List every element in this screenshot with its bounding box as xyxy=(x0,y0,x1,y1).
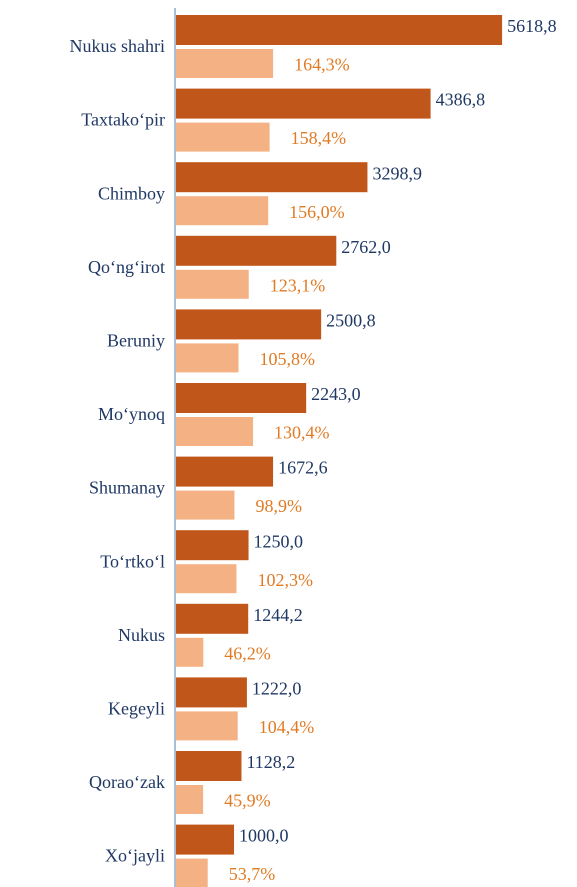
value-bar xyxy=(176,677,247,708)
data-label: 2762,0 xyxy=(341,237,391,257)
data-label: 105,8% xyxy=(260,349,316,369)
percent-bar xyxy=(176,122,270,152)
percent-bar xyxy=(176,564,237,594)
data-label: 46,2% xyxy=(224,643,270,663)
data-label: 2243,0 xyxy=(311,384,361,404)
value-bar xyxy=(176,456,274,487)
category-label: Qo‘ng‘irot xyxy=(88,257,165,277)
value-bar xyxy=(176,603,249,634)
data-label: 1244,2 xyxy=(253,605,303,625)
data-label: 104,4% xyxy=(259,717,315,737)
data-label: 102,3% xyxy=(257,570,313,590)
value-bar xyxy=(176,383,307,413)
data-label: 158,4% xyxy=(291,128,347,148)
data-label: 4386,8 xyxy=(436,90,486,110)
data-label: 130,4% xyxy=(274,423,330,443)
category-label: Chimboy xyxy=(98,183,165,203)
data-label: 1672,6 xyxy=(278,458,328,478)
category-label: Qorao‘zak xyxy=(89,772,165,792)
data-label: 156,0% xyxy=(289,202,345,222)
data-label: 45,9% xyxy=(224,791,271,811)
percent-bar xyxy=(176,343,239,373)
percent-bar xyxy=(176,858,208,887)
category-label: Nukus shahri xyxy=(70,36,166,56)
category-label: Xo‘jayli xyxy=(105,846,165,866)
category-label: Beruniy xyxy=(107,331,165,351)
percent-bar xyxy=(176,196,269,226)
percent-bar xyxy=(176,490,235,520)
value-bar xyxy=(176,162,368,193)
data-label: 1000,0 xyxy=(239,826,288,846)
data-label: 2500,8 xyxy=(326,311,376,331)
category-label: Kegeyli xyxy=(108,699,165,719)
category-label: To‘rtko‘l xyxy=(100,551,165,571)
data-label: 98,9% xyxy=(255,496,302,516)
value-bar xyxy=(176,309,322,340)
category-label: Taxtako‘pir xyxy=(81,110,165,130)
category-label: Nukus xyxy=(118,625,165,645)
data-label: 5618,8 xyxy=(507,16,557,36)
category-label: Mo‘ynoq xyxy=(98,404,165,424)
value-bar xyxy=(176,751,242,781)
percent-bar xyxy=(176,637,204,667)
value-bar xyxy=(176,88,431,119)
value-bar xyxy=(176,530,249,561)
data-label: 123,1% xyxy=(270,275,326,295)
percent-bar xyxy=(176,49,274,78)
category-label: Shumanay xyxy=(89,478,165,498)
percent-bar xyxy=(176,785,204,814)
percent-bar xyxy=(176,711,238,741)
data-label: 1250,0 xyxy=(254,531,304,551)
data-label: 1222,0 xyxy=(252,679,302,699)
percent-bar xyxy=(176,417,254,446)
value-bar xyxy=(176,15,503,45)
data-label: 1128,2 xyxy=(246,752,295,772)
data-label: 53,7% xyxy=(229,864,276,884)
data-label: 164,3% xyxy=(294,55,350,75)
value-bar xyxy=(176,235,337,266)
value-bar xyxy=(176,824,235,855)
data-label: 3298,9 xyxy=(372,163,422,183)
percent-bar xyxy=(176,269,249,299)
